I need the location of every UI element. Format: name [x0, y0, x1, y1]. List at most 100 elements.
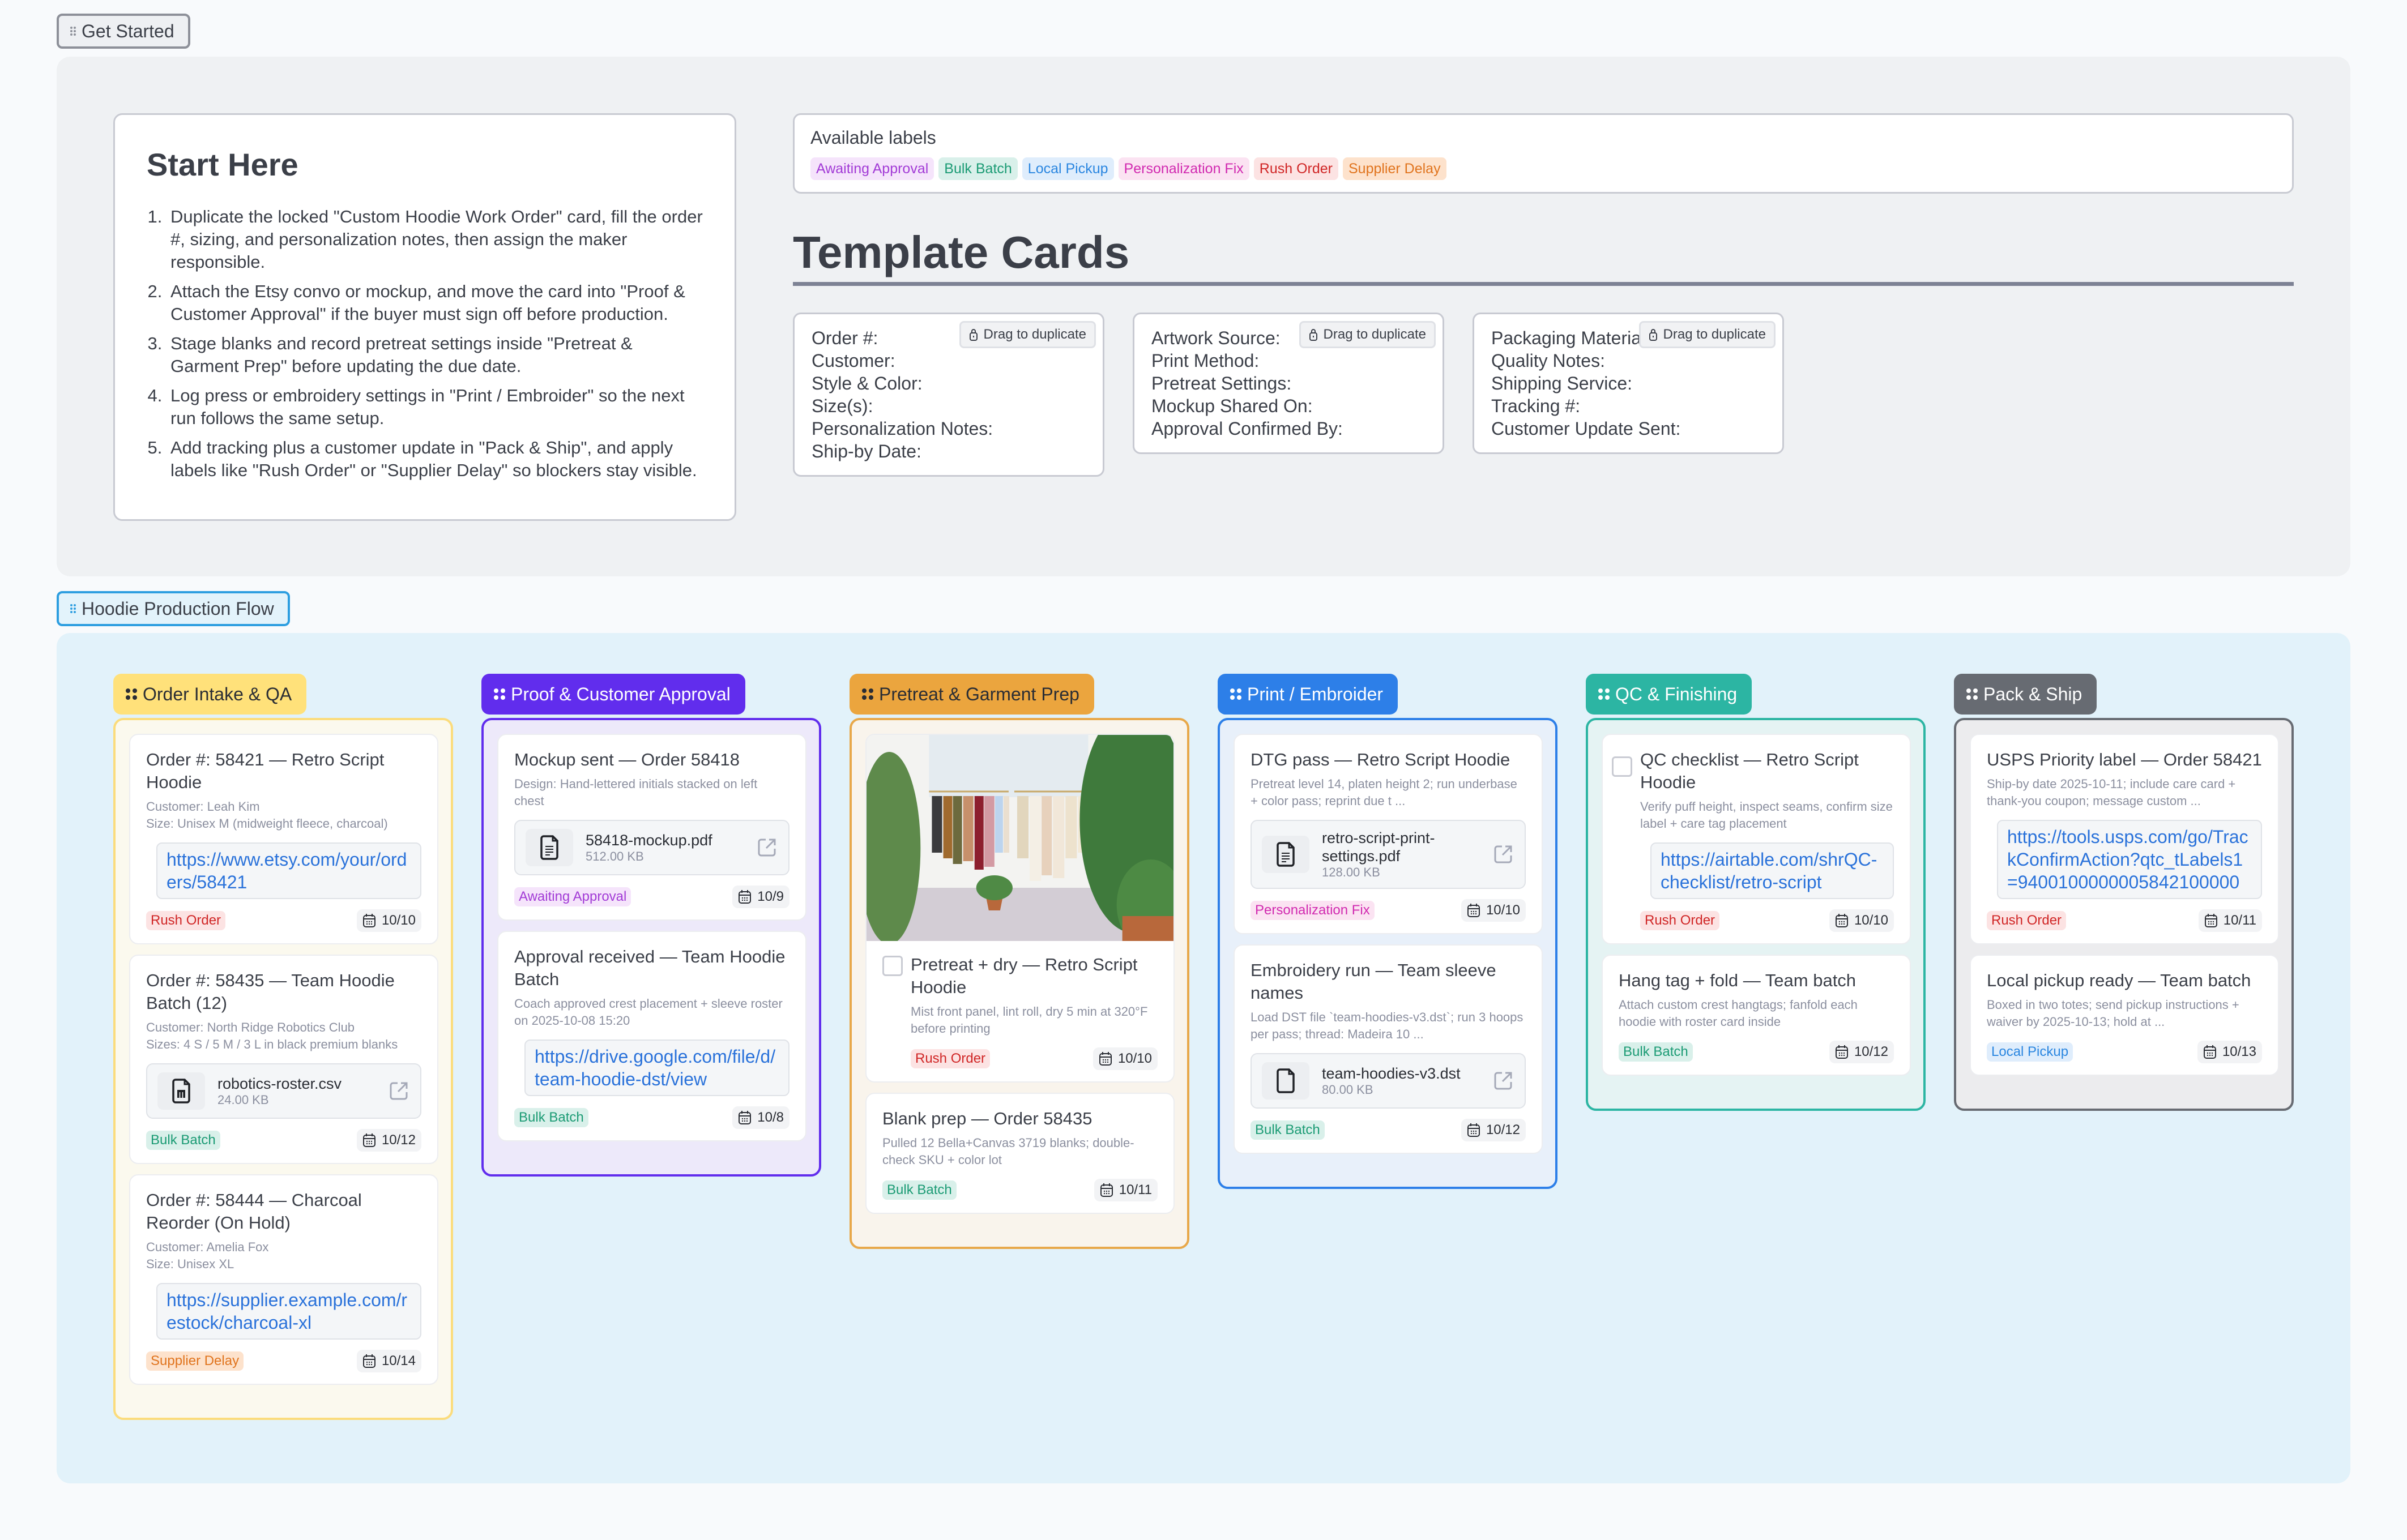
card-label[interactable]: Rush Order	[911, 1049, 991, 1068]
template-card-work-order[interactable]: Drag to duplicate Order #: Customer: Sty…	[793, 313, 1104, 477]
open-external-icon[interactable]	[387, 1080, 410, 1102]
open-external-icon[interactable]	[756, 836, 778, 859]
file-attachment[interactable]: retro-script-print-settings.pdf 128.00 K…	[1251, 820, 1526, 889]
task-card[interactable]: Hang tag + fold — Team batch Attach cust…	[1602, 955, 1911, 1076]
start-here-card[interactable]: Start Here Duplicate the locked "Custom …	[113, 113, 736, 521]
open-external-icon[interactable]	[1492, 843, 1514, 866]
template-field: Customer:	[812, 350, 895, 371]
template-card-packaging[interactable]: Drag to duplicate Packaging Materials: Q…	[1473, 313, 1784, 454]
card-meta-line: Coach approved crest placement + sleeve …	[514, 996, 783, 1028]
label-bulk-batch[interactable]: Bulk Batch	[938, 157, 1018, 180]
file-attachment[interactable]: robotics-roster.csv 24.00 KB	[146, 1063, 421, 1119]
card-label[interactable]: Bulk Batch	[1251, 1120, 1325, 1140]
card-title: Embroidery run — Team sleeve names	[1251, 960, 1496, 1003]
column-header-qc-finishing[interactable]: QC & Finishing	[1586, 674, 1752, 715]
label-awaiting-approval[interactable]: Awaiting Approval	[810, 157, 934, 180]
due-date-chip[interactable]: 10/10	[1829, 909, 1894, 932]
card-description: Boxed in two totes; send pickup instruct…	[1987, 996, 2262, 1030]
card-label[interactable]: Local Pickup	[1987, 1042, 2073, 1062]
open-external-icon[interactable]	[1492, 1070, 1514, 1092]
card-link[interactable]: https://www.etsy.com/your/orders/58421	[156, 842, 421, 899]
task-card[interactable]: Blank prep — Order 58435 Pulled 12 Bella…	[865, 1093, 1175, 1214]
card-label[interactable]: Supplier Delay	[146, 1351, 244, 1371]
due-date-chip[interactable]: 10/10	[356, 909, 421, 932]
task-checkbox[interactable]	[1612, 756, 1632, 777]
label-rush-order[interactable]: Rush Order	[1253, 157, 1338, 180]
due-date: 10/14	[381, 1353, 416, 1368]
frame-label-production[interactable]: Hoodie Production Flow	[57, 591, 290, 626]
card-link[interactable]: https://tools.usps.com/go/TrackConfirmAc…	[1997, 820, 2262, 899]
column-header-pretreat[interactable]: Pretreat & Garment Prep	[850, 674, 1094, 715]
card-label[interactable]: Bulk Batch	[146, 1131, 220, 1150]
column-header-order-intake[interactable]: Order Intake & QA	[113, 674, 307, 715]
card-title: DTG pass — Retro Script Hoodie	[1251, 750, 1510, 769]
file-attachment[interactable]: team-hoodies-v3.dst 80.00 KB	[1251, 1053, 1526, 1109]
label-local-pickup[interactable]: Local Pickup	[1022, 157, 1114, 180]
frame-label-get-started[interactable]: Get Started	[57, 14, 190, 49]
task-card[interactable]: Pretreat + dry — Retro Script Hoodie Mis…	[865, 734, 1175, 1083]
card-label[interactable]: Rush Order	[1640, 911, 1720, 930]
due-date-chip[interactable]: 10/12	[1829, 1041, 1894, 1063]
task-card[interactable]: Order #: 58421 — Retro Script Hoodie Cus…	[129, 734, 438, 944]
card-link[interactable]: https://drive.google.com/file/d/team-hoo…	[524, 1040, 789, 1096]
lock-icon	[969, 329, 978, 341]
due-date: 10/13	[2222, 1044, 2256, 1059]
due-date-chip[interactable]: 10/10	[1092, 1047, 1158, 1070]
card-description: Attach custom crest hangtags; fanfold ea…	[1619, 996, 1894, 1030]
due-date-chip[interactable]: 10/14	[356, 1350, 421, 1372]
due-date-chip[interactable]: 10/12	[1461, 1119, 1526, 1141]
task-card[interactable]: QC checklist — Retro Script Hoodie Verif…	[1602, 734, 1911, 944]
drag-handle-icon	[862, 688, 873, 700]
label-supplier-delay[interactable]: Supplier Delay	[1342, 157, 1446, 180]
card-title: Pretreat + dry — Retro Script Hoodie	[911, 955, 1138, 997]
task-card[interactable]: Mockup sent — Order 58418 Design: Hand-l…	[497, 734, 806, 921]
task-card[interactable]: Embroidery run — Team sleeve names Load …	[1234, 944, 1543, 1154]
due-date-chip[interactable]: 10/11	[1094, 1179, 1158, 1201]
template-card-artwork[interactable]: Drag to duplicate Artwork Source: Print …	[1133, 313, 1444, 454]
task-card[interactable]: Order #: 58444 — Charcoal Reorder (On Ho…	[129, 1174, 438, 1385]
file-attachment[interactable]: 58418-mockup.pdf 512.00 KB	[514, 820, 789, 875]
column-header-pack-ship[interactable]: Pack & Ship	[1954, 674, 2097, 715]
due-date-chip[interactable]: 10/12	[356, 1129, 421, 1152]
lock-icon	[1649, 329, 1657, 341]
card-meta-line: Verify puff height, inspect seams, confi…	[1640, 799, 1893, 831]
card-meta-line: Attach custom crest hangtags; fanfold ea…	[1619, 998, 1858, 1029]
card-link[interactable]: https://airtable.com/shrQC-checklist/ret…	[1650, 842, 1894, 899]
card-link[interactable]: https://supplier.example.com/restock/cha…	[156, 1283, 421, 1340]
due-date-chip[interactable]: 10/11	[2198, 909, 2262, 932]
column-header-print-embroider[interactable]: Print / Embroider	[1218, 674, 1398, 715]
card-label[interactable]: Rush Order	[146, 911, 226, 930]
due-date-chip[interactable]: 10/10	[1461, 899, 1526, 922]
template-cards-heading: Template Cards	[793, 227, 1130, 277]
drag-to-duplicate-button[interactable]: Drag to duplicate	[959, 321, 1096, 348]
task-card[interactable]: DTG pass — Retro Script Hoodie Pretreat …	[1234, 734, 1543, 934]
card-label[interactable]: Bulk Batch	[882, 1180, 957, 1200]
card-label[interactable]: Awaiting Approval	[514, 887, 631, 906]
card-meta-line: Ship-by date 2025-10-11; include care ca…	[1987, 777, 2236, 808]
column-title: Print / Embroider	[1247, 683, 1384, 704]
card-label[interactable]: Bulk Batch	[514, 1108, 588, 1127]
card-description: Customer: Leah Kim Size: Unisex M (midwe…	[146, 798, 421, 832]
due-date-chip[interactable]: 10/8	[732, 1106, 789, 1129]
heading-divider	[793, 282, 2294, 286]
task-card[interactable]: Local pickup ready — Team batch Boxed in…	[1970, 955, 2279, 1076]
card-title: Order #: 58421 — Retro Script Hoodie	[146, 750, 385, 792]
drag-to-duplicate-button[interactable]: Drag to duplicate	[1299, 321, 1436, 348]
column-header-proof-approval[interactable]: Proof & Customer Approval	[481, 674, 745, 715]
task-card[interactable]: USPS Priority label — Order 58421 Ship-b…	[1970, 734, 2279, 944]
label-personalization-fix[interactable]: Personalization Fix	[1118, 157, 1249, 180]
card-description: Customer: North Ridge Robotics Club Size…	[146, 1019, 421, 1053]
task-card[interactable]: Approval received — Team Hoodie Batch Co…	[497, 931, 806, 1141]
column-title: Pack & Ship	[1983, 683, 2082, 704]
column-title: Pretreat & Garment Prep	[879, 683, 1079, 704]
file-size: 512.00 KB	[586, 849, 644, 863]
due-date-chip[interactable]: 10/9	[732, 886, 789, 908]
task-card[interactable]: Order #: 58435 — Team Hoodie Batch (12) …	[129, 955, 438, 1164]
card-label[interactable]: Rush Order	[1987, 911, 2067, 930]
available-labels-card: Available labels Awaiting Approval Bulk …	[793, 113, 2294, 194]
due-date-chip[interactable]: 10/13	[2197, 1041, 2262, 1063]
drag-to-duplicate-button[interactable]: Drag to duplicate	[1638, 321, 1776, 348]
card-label[interactable]: Personalization Fix	[1251, 901, 1375, 920]
task-checkbox[interactable]	[882, 956, 903, 976]
card-label[interactable]: Bulk Batch	[1619, 1042, 1693, 1062]
